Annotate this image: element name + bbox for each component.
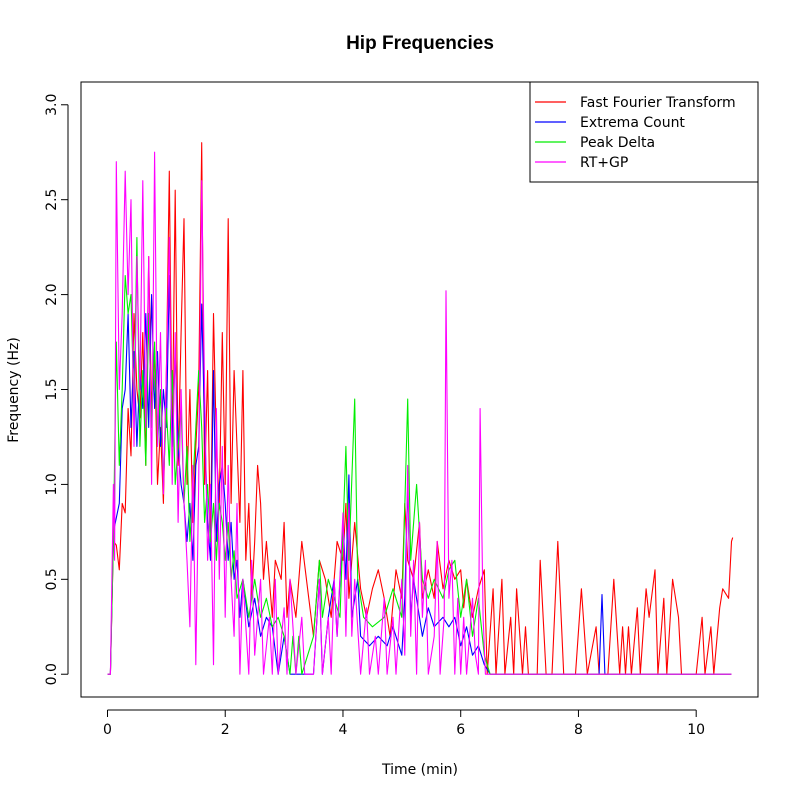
- y-tick-label: 2.0: [44, 283, 60, 305]
- y-tick-label: 1.0: [44, 473, 60, 495]
- chart-title: Hip Frequencies: [346, 33, 494, 54]
- y-tick-label: 2.5: [44, 189, 60, 211]
- y-axis-label: Frequency (Hz): [6, 337, 22, 443]
- plot-area-frame: [80, 81, 759, 698]
- series-layer: [107, 142, 734, 675]
- legend-label-peak-delta: Peak Delta: [580, 135, 655, 151]
- x-tick-label: 8: [574, 722, 583, 738]
- series-line-fast-fourier-transform: [107, 142, 734, 675]
- series-line-rt-gp: [107, 151, 732, 675]
- legend-box: [529, 81, 759, 183]
- x-tick-label: 10: [687, 722, 705, 738]
- x-tick-label: 0: [103, 722, 112, 738]
- legend-label-fast-fourier-transform: Fast Fourier Transform: [580, 95, 736, 111]
- x-axis-label: Time (min): [381, 762, 458, 778]
- y-tick-label: 3.0: [44, 94, 60, 116]
- y-axis: 0.0 0.5 1.0 1.5 2.0 2.5 3.0: [44, 94, 69, 685]
- series-line-peak-delta: [107, 237, 732, 675]
- x-tick-label: 2: [221, 722, 230, 738]
- x-tick-label: 6: [456, 722, 465, 738]
- y-tick-label: 1.5: [44, 378, 60, 400]
- x-tick-label: 4: [339, 722, 348, 738]
- legend-label-extrema-count: Extrema Count: [580, 115, 685, 131]
- y-tick-label: 0.5: [44, 568, 60, 590]
- legend: Fast Fourier Transform Extrema Count Peak …: [529, 81, 759, 183]
- y-tick-label: 0.0: [44, 663, 60, 685]
- x-axis: 0 2 4 6 8 10: [103, 709, 705, 738]
- legend-label-rt-gp: RT+GP: [580, 155, 628, 171]
